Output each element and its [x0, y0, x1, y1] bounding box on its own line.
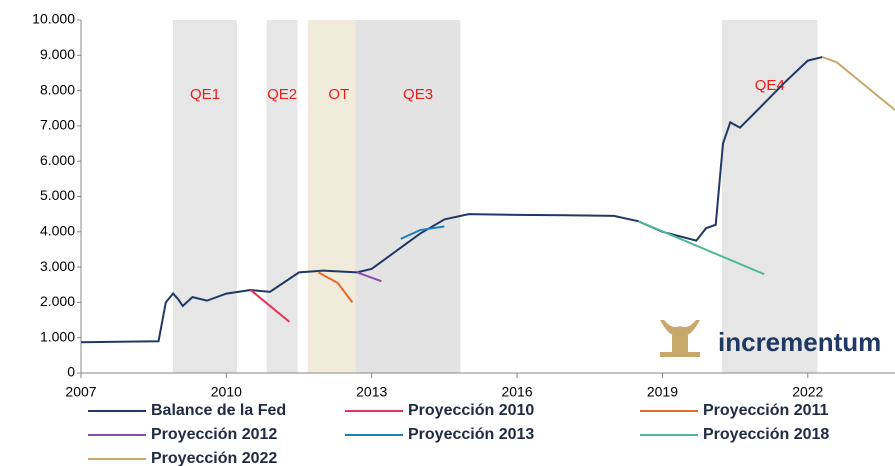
y-tick-label: 10.000	[32, 11, 75, 27]
line	[249, 289, 290, 323]
legend-label: Proyección 2010	[408, 402, 534, 419]
region-label: QE2	[267, 86, 297, 103]
legend-label: Balance de la Fed	[151, 402, 286, 419]
region-label: QE4	[755, 77, 785, 94]
line	[356, 271, 382, 283]
line	[317, 271, 354, 303]
y-tick-label: 4.000	[40, 223, 75, 239]
legend-label: Proyección 2022	[151, 450, 277, 466]
x-tick-label: 2016	[501, 384, 532, 400]
line	[80, 56, 823, 344]
legend-label: Proyección 2011	[703, 402, 829, 419]
y-tick-label: 5.000	[40, 187, 75, 203]
region-label: QE1	[190, 86, 220, 103]
legend-label: Proyección 2012	[151, 426, 277, 443]
y-tick-label: 1.000	[40, 328, 75, 344]
region	[355, 20, 461, 373]
line	[637, 220, 765, 276]
region-label: QE3	[403, 86, 433, 103]
y-tick-label: 0	[67, 364, 75, 380]
region	[722, 20, 818, 373]
y-tick-label: 3.000	[40, 258, 75, 274]
legend-label: Proyección 2013	[408, 426, 534, 443]
y-tick-label: 2.000	[40, 293, 75, 309]
y-tick-label: 6.000	[40, 152, 75, 168]
region	[173, 20, 238, 373]
region-label: OT	[328, 86, 349, 103]
line	[821, 56, 895, 111]
line	[400, 225, 445, 240]
logo-text: incrementum	[718, 327, 881, 357]
legend-label: Proyección 2018	[703, 426, 829, 443]
y-tick-label: 7.000	[40, 117, 75, 133]
y-tick-label: 9.000	[40, 46, 75, 62]
y-tick-label: 8.000	[40, 81, 75, 97]
logo-icon	[660, 320, 700, 357]
x-tick-label: 2010	[211, 384, 242, 400]
x-tick-label: 2007	[65, 384, 96, 400]
region	[266, 20, 298, 373]
x-tick-label: 2022	[792, 384, 823, 400]
x-tick-label: 2013	[356, 384, 387, 400]
x-tick-label: 2019	[647, 384, 678, 400]
